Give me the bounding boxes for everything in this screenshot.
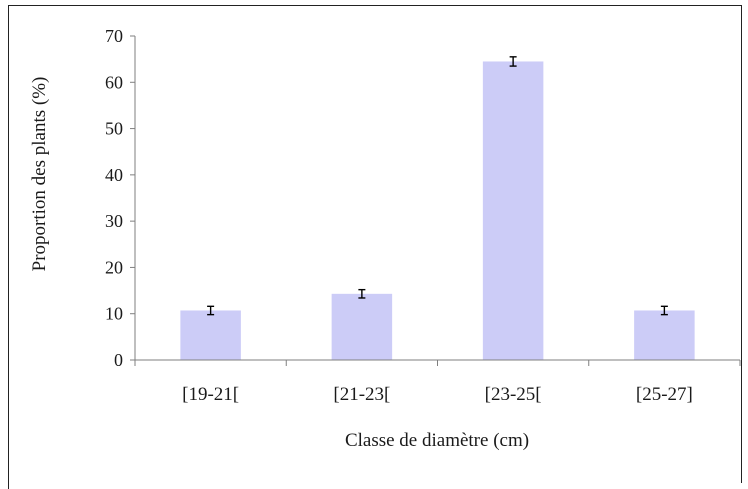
bar bbox=[180, 310, 241, 360]
x-tick-label: [25-27] bbox=[636, 384, 693, 405]
bar bbox=[634, 310, 695, 360]
x-tick-label: [21-23[ bbox=[333, 384, 390, 405]
bar bbox=[482, 61, 544, 360]
y-tick-label: 10 bbox=[105, 304, 123, 324]
y-ticks-group: 0 10 20 30 40 50 60 70 bbox=[105, 26, 135, 370]
y-tick-label: 20 bbox=[105, 257, 123, 277]
y-axis-title: Proportion des plants (%) bbox=[29, 77, 50, 272]
y-tick-label: 70 bbox=[105, 26, 123, 46]
y-tick-label: 40 bbox=[105, 165, 123, 185]
x-tick-label: [23-25[ bbox=[485, 384, 542, 405]
error-bars-group bbox=[207, 56, 668, 316]
x-ticks-group: [19-21[ [21-23[ [23-25[ [25-27] bbox=[134, 360, 741, 405]
y-tick-label: 30 bbox=[105, 211, 123, 231]
y-tick-label: 0 bbox=[114, 350, 123, 370]
y-tick-label: 50 bbox=[105, 119, 123, 139]
x-axis-title: Classe de diamètre (cm) bbox=[345, 430, 529, 451]
chart-frame-edge bbox=[8, 5, 9, 489]
y-tick-label: 60 bbox=[105, 72, 123, 92]
bars-group bbox=[180, 61, 695, 360]
bar bbox=[331, 293, 393, 360]
chart-frame bbox=[8, 5, 742, 483]
x-tick-label: [19-21[ bbox=[182, 384, 239, 405]
